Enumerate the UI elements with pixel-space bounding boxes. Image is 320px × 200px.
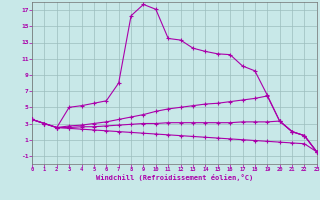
X-axis label: Windchill (Refroidissement éolien,°C): Windchill (Refroidissement éolien,°C) <box>96 174 253 181</box>
